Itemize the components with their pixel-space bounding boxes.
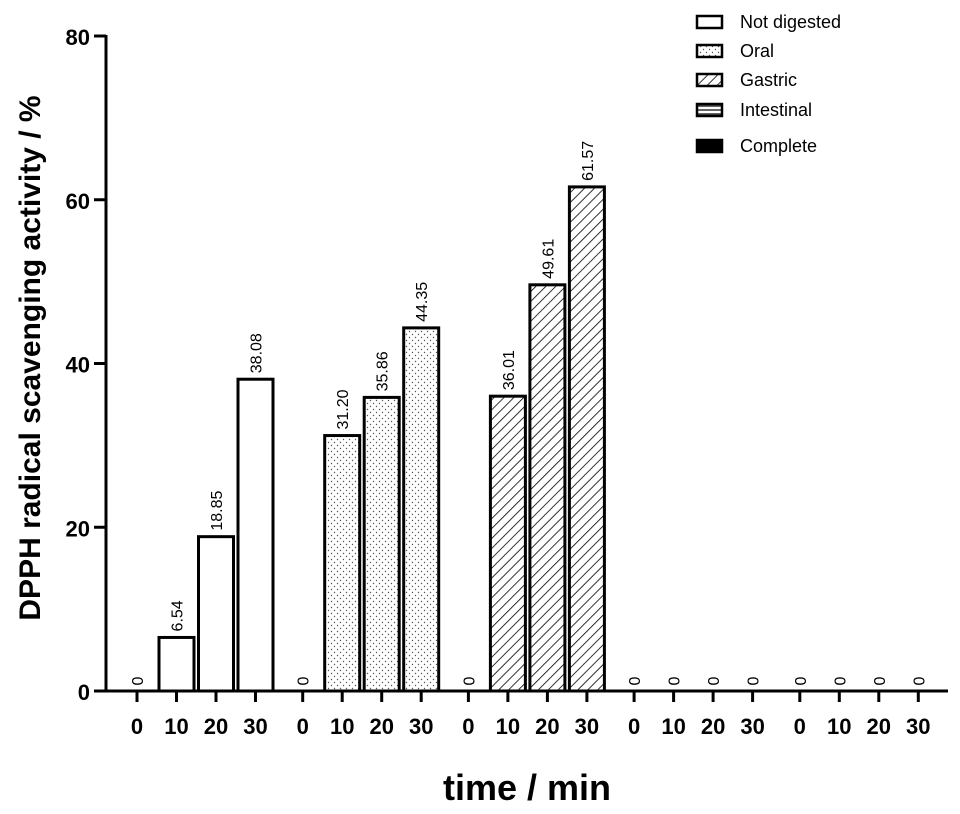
x-tick-label: 0	[794, 714, 806, 739]
bar	[323, 434, 362, 693]
legend-label: Gastric	[740, 70, 797, 90]
y-tick-label: 20	[66, 516, 90, 541]
data-label: 31.20	[335, 389, 352, 429]
data-label: 36.01	[501, 350, 518, 390]
x-tick-label: 10	[164, 714, 188, 739]
bar	[197, 535, 235, 693]
legend-label: Intestinal	[740, 100, 812, 120]
x-tick-label: 30	[906, 714, 930, 739]
x-tick-label: 10	[827, 714, 851, 739]
data-label: 0	[746, 676, 763, 685]
x-tick-label: 0	[628, 714, 640, 739]
x-tick-label: 20	[535, 714, 559, 739]
x-tick-label: 20	[204, 714, 228, 739]
legend-label: Complete	[740, 136, 817, 156]
x-tick-label: 10	[661, 714, 685, 739]
bar	[236, 377, 275, 693]
data-label: 18.85	[209, 491, 226, 531]
x-tick-label: 20	[701, 714, 725, 739]
bar	[488, 394, 527, 693]
bar	[402, 326, 441, 693]
data-label: 61.57	[580, 141, 597, 181]
data-label: 0	[130, 676, 147, 685]
legend-label: Oral	[740, 41, 774, 61]
x-tick-label: 30	[409, 714, 433, 739]
legend: Not digested Oral Gastric Intestinal Complet…	[695, 12, 841, 156]
x-tick-label: 0	[462, 714, 474, 739]
x-axis-title: time / min	[443, 767, 611, 808]
legend-swatch	[695, 102, 724, 118]
y-tick-label: 60	[66, 189, 90, 214]
data-labels: 0 6.54 18.85 38.08 0 31.20 35.86 44.35 0 36.01 49.…	[130, 141, 928, 686]
x-tick-label: 10	[330, 714, 354, 739]
bar	[157, 635, 196, 693]
data-label: 0	[793, 676, 810, 685]
data-label: 49.61	[540, 239, 557, 279]
x-tick-label: 10	[496, 714, 520, 739]
legend-swatch	[695, 43, 724, 59]
x-tick-label: 30	[243, 714, 267, 739]
data-label: 0	[872, 676, 889, 685]
x-tick-label: 30	[575, 714, 599, 739]
y-axis-title: DPPH radical scavenging activity / %	[14, 95, 47, 620]
data-label: 44.35	[414, 282, 431, 322]
data-label: 0	[667, 676, 684, 685]
x-tick-label: 0	[297, 714, 309, 739]
x-tick-label: 0	[131, 714, 143, 739]
data-label: 0	[627, 676, 644, 685]
bars	[157, 185, 606, 693]
x-tick-label: 20	[867, 714, 891, 739]
legend-swatch	[695, 72, 724, 88]
y-tick-label: 80	[66, 25, 90, 50]
bar	[362, 395, 401, 693]
data-label: 6.54	[170, 600, 187, 631]
x-tick-label: 20	[369, 714, 393, 739]
y-tick-label: 0	[78, 680, 90, 705]
data-label: 0	[911, 676, 928, 685]
x-tick-label: 30	[740, 714, 764, 739]
bar	[528, 283, 567, 693]
legend-swatch	[695, 14, 724, 30]
data-label: 35.86	[375, 351, 392, 391]
data-label: 0	[461, 676, 478, 685]
legend-swatch	[695, 138, 724, 154]
data-label: 0	[706, 676, 723, 685]
data-label: 0	[296, 676, 313, 685]
data-label: 38.08	[249, 333, 266, 373]
y-tick-label: 40	[66, 353, 90, 378]
data-label: 0	[832, 676, 849, 685]
bar	[567, 185, 606, 693]
legend-label: Not digested	[740, 12, 841, 32]
